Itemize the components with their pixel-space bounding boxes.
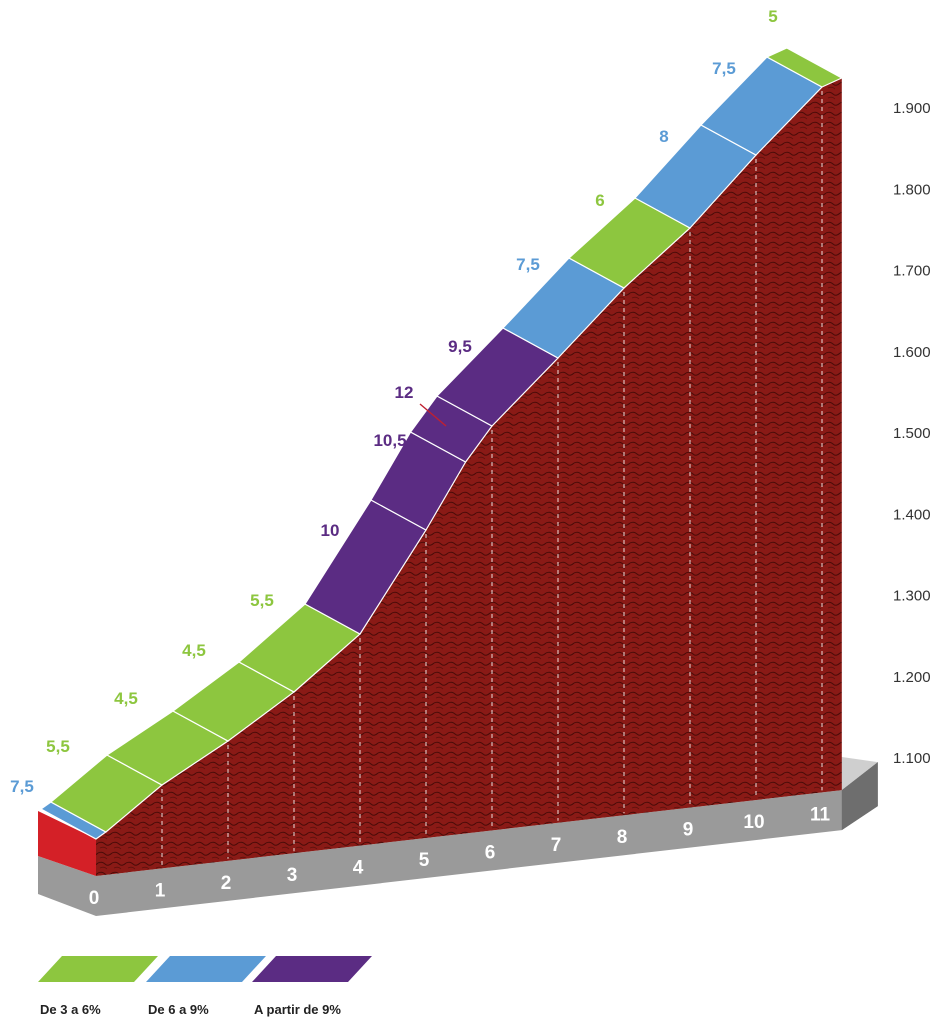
climb-profile-chart: 0 1 2 3 4 5 6 7 8 9 10 111.1001.2001.3001.4001.5001… bbox=[10, 7, 931, 916]
grade-pointer-line bbox=[419, 403, 447, 427]
km-label-5: 5 bbox=[419, 850, 430, 871]
grade-label-0: 7,5 bbox=[10, 777, 34, 796]
base-slab bbox=[38, 762, 878, 916]
km-label-1: 1 bbox=[155, 880, 166, 901]
grade-label-1: 5,5 bbox=[46, 737, 70, 756]
altitude-label-4: 1.500 bbox=[893, 425, 931, 442]
km-label-8: 8 bbox=[617, 827, 628, 848]
legend-item-low: De 3 a 6% bbox=[30, 950, 160, 1020]
grade-label-13: 5 bbox=[768, 7, 777, 26]
km-label-10: 10 bbox=[743, 812, 764, 833]
grade-label-12: 7,5 bbox=[712, 59, 736, 78]
legend-item-high: A partir de 9% bbox=[244, 950, 374, 1020]
km-label-3: 3 bbox=[287, 865, 298, 886]
grade-label-10: 6 bbox=[595, 191, 604, 210]
km-label-4: 4 bbox=[353, 858, 364, 879]
grade-label-8: 9,5 bbox=[448, 337, 472, 356]
grade-label-4: 5,5 bbox=[250, 591, 274, 610]
altitude-label-2: 1.300 bbox=[893, 588, 931, 605]
altitude-label-7: 1.800 bbox=[893, 181, 931, 198]
base-slab-side bbox=[841, 762, 878, 831]
terrain-face bbox=[96, 78, 842, 876]
altitude-label-5: 1.600 bbox=[893, 344, 931, 361]
legend-label-low: De 3 a 6% bbox=[40, 1002, 101, 1017]
altitude-label-8: 1.900 bbox=[893, 100, 931, 117]
legend-item-mid: De 6 a 9% bbox=[138, 950, 268, 1020]
km-label-11: 11 bbox=[810, 804, 831, 825]
km-label-2: 2 bbox=[221, 873, 232, 894]
grade-label-11: 8 bbox=[659, 127, 668, 146]
km-label-0: 0 bbox=[89, 888, 100, 909]
grade-label-3: 4,5 bbox=[182, 641, 206, 660]
legend-swatch-mid bbox=[146, 956, 266, 982]
legend-swatch-high bbox=[252, 956, 372, 982]
grade-band-13 bbox=[765, 47, 844, 88]
altitude-label-0: 1.100 bbox=[893, 750, 931, 767]
altitude-label-6: 1.700 bbox=[893, 263, 931, 280]
legend-swatch-low bbox=[38, 956, 158, 982]
start-side-face bbox=[38, 811, 96, 876]
km-label-6: 6 bbox=[485, 842, 496, 863]
legend-label-mid: De 6 a 9% bbox=[148, 1002, 209, 1017]
altitude-label-1: 1.200 bbox=[893, 669, 931, 686]
km-label-9: 9 bbox=[683, 820, 694, 841]
grade-label-5: 10 bbox=[321, 521, 340, 540]
grade-label-6: 10,5 bbox=[373, 431, 406, 450]
altitude-label-3: 1.400 bbox=[893, 506, 931, 523]
km-label-7: 7 bbox=[551, 835, 562, 856]
legend-label-high: A partir de 9% bbox=[254, 1002, 341, 1017]
grade-legend: De 3 a 6% De 6 a 9% A partir de 9% bbox=[30, 950, 430, 1020]
grade-label-9: 7,5 bbox=[516, 255, 540, 274]
grade-label-2: 4,5 bbox=[114, 689, 138, 708]
grade-label-7: 12 bbox=[395, 383, 414, 402]
